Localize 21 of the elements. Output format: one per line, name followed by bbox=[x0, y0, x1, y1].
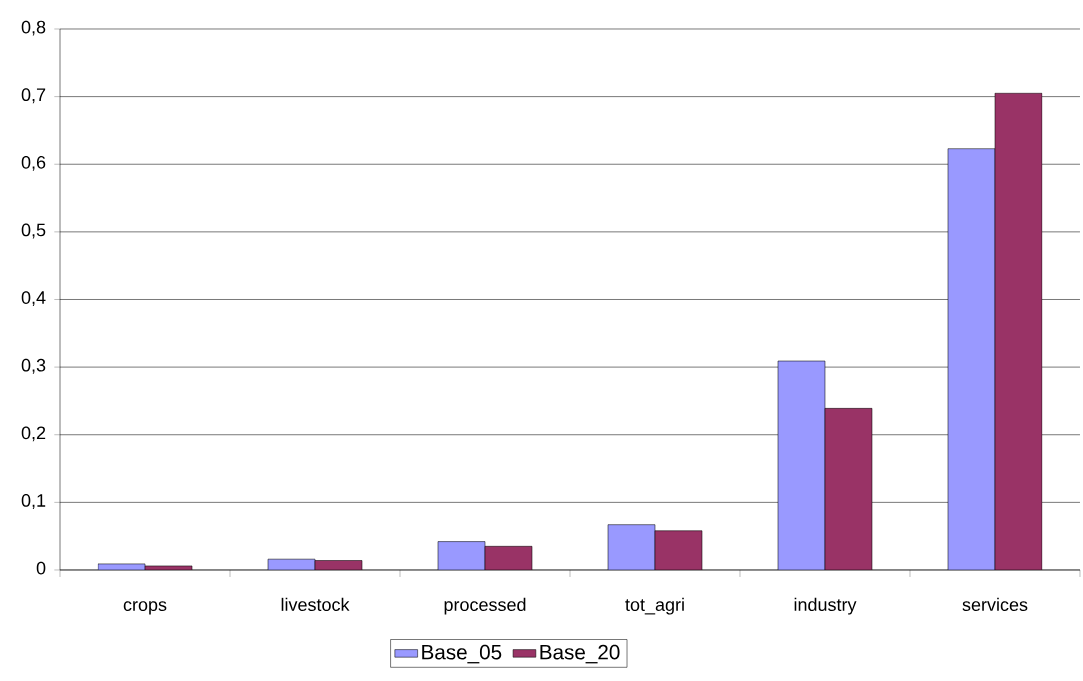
x-tick-label: processed bbox=[444, 597, 526, 615]
y-tick-label: 0,3 bbox=[21, 358, 46, 374]
y-tick-label: 0,5 bbox=[21, 223, 46, 239]
y-tick-label: 0,7 bbox=[21, 88, 46, 104]
bar bbox=[947, 148, 996, 570]
legend-label: Base_20 bbox=[540, 644, 620, 664]
legend-label: Base_05 bbox=[422, 644, 502, 664]
y-tick-label: 0,2 bbox=[21, 426, 46, 442]
bar bbox=[607, 524, 656, 570]
bar bbox=[437, 541, 486, 570]
x-tick-label: industry bbox=[794, 597, 857, 615]
x-tick-label: crops bbox=[123, 601, 167, 615]
x-tick-label: livestock bbox=[281, 597, 350, 612]
bar bbox=[777, 360, 826, 570]
y-tick-label: 0 bbox=[36, 561, 46, 575]
y-tick-label: 0,4 bbox=[21, 291, 46, 307]
y-tick-label: 0,1 bbox=[21, 494, 46, 509]
x-tick-label: services bbox=[962, 597, 1028, 612]
x-tick-label: tot_agri bbox=[625, 597, 684, 615]
y-tick-label: 0,6 bbox=[21, 155, 46, 171]
y-tick-label: 0,8 bbox=[21, 20, 46, 36]
